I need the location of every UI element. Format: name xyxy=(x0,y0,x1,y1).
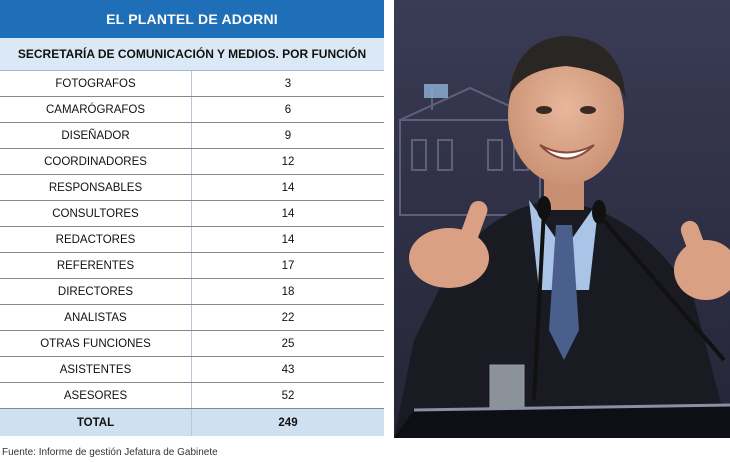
function-count: 22 xyxy=(191,304,384,331)
function-label: CONSULTORES xyxy=(0,200,192,227)
function-label: RESPONSABLES xyxy=(0,174,192,201)
table-title: EL PLANTEL DE ADORNI xyxy=(0,0,384,38)
table-row: REFERENTES 17 xyxy=(0,252,384,279)
table-row: FOTOGRAFOS 3 xyxy=(0,71,384,97)
function-label: ANALISTAS xyxy=(0,304,192,331)
table-row: ASISTENTES 43 xyxy=(0,356,384,383)
function-label: ASISTENTES xyxy=(0,356,192,383)
function-count: 12 xyxy=(191,148,384,175)
table-subtitle: SECRETARÍA DE COMUNICACIÓN Y MEDIOS. POR… xyxy=(0,38,384,71)
function-label: CAMARÓGRAFOS xyxy=(0,96,192,123)
function-count: 17 xyxy=(191,252,384,279)
function-label: FOTOGRAFOS xyxy=(0,71,192,97)
function-label: DIRECTORES xyxy=(0,278,192,305)
table-row: RESPONSABLES 14 xyxy=(0,174,384,201)
function-count: 14 xyxy=(191,174,384,201)
total-label: TOTAL xyxy=(0,408,192,436)
table-row: CONSULTORES 14 xyxy=(0,200,384,227)
function-label: DISEÑADOR xyxy=(0,122,192,149)
function-label: OTRAS FUNCIONES xyxy=(0,330,192,357)
table-row: OTRAS FUNCIONES 25 xyxy=(0,330,384,357)
table-row: DIRECTORES 18 xyxy=(0,278,384,305)
table-row: ASESORES 52 xyxy=(0,382,384,409)
press-conference-photo xyxy=(394,0,730,438)
table-row: REDACTORES 14 xyxy=(0,226,384,253)
function-label: COORDINADORES xyxy=(0,148,192,175)
function-count: 52 xyxy=(191,382,384,409)
function-label: REFERENTES xyxy=(0,252,192,279)
function-count: 9 xyxy=(191,122,384,149)
function-count: 14 xyxy=(191,226,384,253)
table-row: DISEÑADOR 9 xyxy=(0,122,384,149)
function-label: REDACTORES xyxy=(0,226,192,253)
function-count: 43 xyxy=(191,356,384,383)
function-count: 3 xyxy=(191,71,384,97)
function-count: 18 xyxy=(191,278,384,305)
staff-by-function-table: FOTOGRAFOS 3 CAMARÓGRAFOS 6 DISEÑADOR 9 COORDI… xyxy=(0,71,384,436)
function-count: 25 xyxy=(191,330,384,357)
function-count: 14 xyxy=(191,200,384,227)
table-row: COORDINADORES 12 xyxy=(0,148,384,175)
staff-table: EL PLANTEL DE ADORNI SECRETARÍA DE COMUN… xyxy=(0,0,384,436)
source-note: Fuente: Informe de gestión Jefatura de G… xyxy=(2,447,218,458)
function-count: 6 xyxy=(191,96,384,123)
function-label: ASESORES xyxy=(0,382,192,409)
table-row: CAMARÓGRAFOS 6 xyxy=(0,96,384,123)
total-row: TOTAL 249 xyxy=(0,408,384,436)
total-value: 249 xyxy=(191,408,384,436)
table-row: ANALISTAS 22 xyxy=(0,304,384,331)
